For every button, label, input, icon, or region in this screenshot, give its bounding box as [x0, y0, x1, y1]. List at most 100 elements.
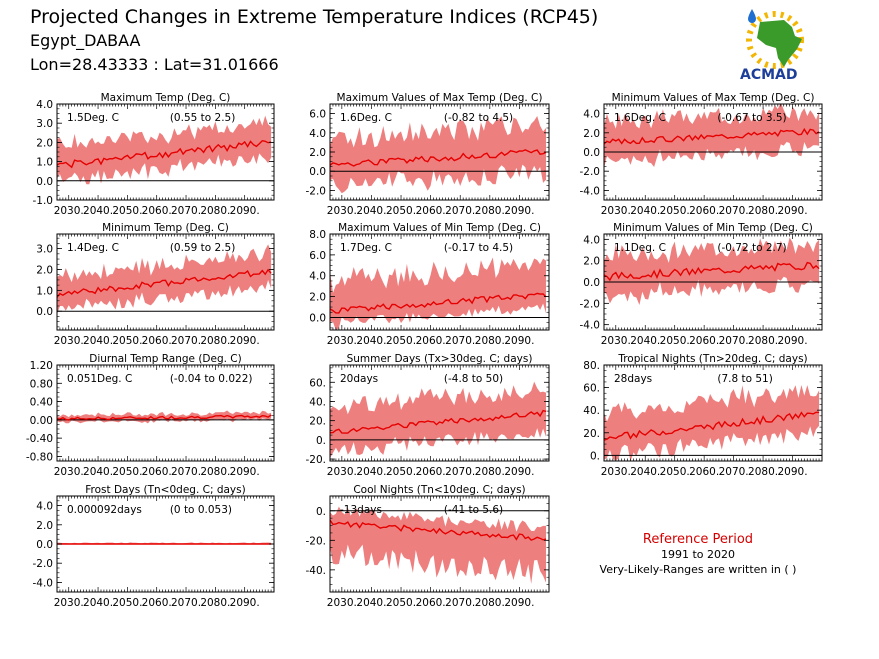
- median-change-label: 0.051Deg. C: [67, 373, 132, 385]
- x-tick-label: 2030.: [327, 335, 357, 347]
- x-tick-label: 2070.: [445, 335, 475, 347]
- panel-title: Minimum Values of Min Temp (Deg. C): [613, 222, 813, 234]
- y-tick-label: 4.0: [36, 501, 53, 513]
- median-line: [604, 261, 820, 282]
- x-tick-label: 2070.: [445, 466, 475, 478]
- median-change-label: 1.6Deg. C: [340, 112, 392, 124]
- y-tick-label: -20.: [306, 454, 327, 466]
- panel-title: Minimum Values of Max Temp (Deg. C): [612, 92, 815, 104]
- median-change-label: 1.7Deg. C: [340, 242, 392, 254]
- chart-panel: 2030. 2040. 2050. 2060. 2070. 2080. 2090. 1.20 0…: [26, 353, 275, 478]
- panel-title: Maximum Temp (Deg. C): [101, 92, 231, 104]
- africa-map-icon: [757, 20, 802, 67]
- x-tick-label: 2080.: [475, 597, 505, 609]
- x-tick-label: 2090.: [504, 466, 534, 478]
- chart-panel: 2030. 2040. 2050. 2060. 2070. 2080. 2090. 4.0 2.…: [33, 484, 275, 609]
- y-tick-label: 1.0: [36, 157, 53, 169]
- median-change-label: -13days: [340, 504, 382, 516]
- x-tick-label: 2040.: [356, 466, 386, 478]
- x-tick-label: 2050.: [660, 205, 690, 217]
- x-tick-label: 2060.: [689, 466, 719, 478]
- y-tick-label: 0.0: [583, 277, 600, 289]
- median-change-label: 0.000092days: [67, 504, 142, 516]
- y-tick-label: 6.0: [309, 250, 326, 262]
- panel-title: Tropical Nights (Tn>20deg. C; days): [617, 353, 807, 365]
- x-tick-label: 2090.: [778, 466, 808, 478]
- reference-years: 1991 to 2020: [661, 548, 735, 561]
- median-change-label: 1.1Deg. C: [614, 242, 666, 254]
- median-change-label: 1.4Deg. C: [67, 242, 119, 254]
- y-tick-label: 0.0: [36, 539, 53, 551]
- likely-range-label: (-41 to 5.6): [444, 504, 503, 516]
- x-tick-label: 2030.: [54, 205, 84, 217]
- x-tick-label: 2030.: [54, 335, 84, 347]
- y-tick-label: 60.: [309, 377, 326, 389]
- panel-title: Maximum Values of Max Temp (Deg. C): [337, 92, 543, 104]
- x-tick-label: 2090.: [778, 205, 808, 217]
- y-tick-label: 4.0: [583, 234, 600, 246]
- x-tick-label: 2080.: [200, 597, 230, 609]
- x-tick-label: 2070.: [171, 597, 201, 609]
- panel-title: Summer Days (Tx>30deg. C; days): [347, 353, 533, 365]
- y-tick-label: 4.0: [309, 271, 326, 283]
- x-tick-label: 2050.: [660, 335, 690, 347]
- x-tick-label: 2050.: [386, 466, 416, 478]
- median-change-label: 28days: [614, 373, 652, 385]
- chart-panel: 2030. 2040. 2050. 2060. 2070. 2080. 2090. 80. 60…: [583, 353, 823, 478]
- x-tick-label: 2070.: [719, 466, 749, 478]
- logo-text: ACMAD: [740, 67, 798, 83]
- median-line: [604, 127, 820, 145]
- y-tick-label: 4.0: [583, 109, 600, 121]
- y-tick-label: -40.: [306, 565, 327, 577]
- chart-panel: 2030. 2040. 2050. 2060. 2070. 2080. 2090. 4.0 2.…: [580, 92, 823, 217]
- x-tick-label: 2080.: [475, 205, 505, 217]
- y-tick-label: 40.: [583, 405, 600, 417]
- y-tick-label: 2.0: [36, 137, 53, 149]
- x-tick-label: 2030.: [54, 597, 84, 609]
- y-tick-label: -2.0: [580, 298, 601, 310]
- y-tick-label: 0.: [590, 450, 600, 462]
- x-tick-label: 2080.: [748, 466, 778, 478]
- chart-panel: 2030. 2040. 2050. 2060. 2070. 2080. 2090. 0. -20…: [306, 484, 550, 609]
- likely-range-label: (0 to 0.053): [170, 504, 232, 516]
- x-tick-label: 2070.: [171, 205, 201, 217]
- panel-title: Cool Nights (Tn<10deg. C; days): [353, 484, 525, 496]
- median-line: [57, 414, 272, 421]
- y-tick-label: 20.: [309, 416, 326, 428]
- x-tick-label: 2060.: [689, 205, 719, 217]
- likely-range-label: (-0.04 to 0.022): [170, 373, 253, 385]
- y-tick-label: 1.20: [30, 360, 53, 372]
- y-tick-label: 0.0: [583, 147, 600, 159]
- x-tick-label: 2080.: [748, 335, 778, 347]
- uncertainty-band: [330, 506, 546, 584]
- likely-range-label: (-0.17 to 4.5): [444, 242, 513, 254]
- uncertainty-band: [330, 257, 546, 330]
- x-tick-label: 2060.: [416, 597, 446, 609]
- y-tick-label: 0.0: [309, 166, 326, 178]
- y-tick-label: 6.0: [309, 109, 326, 121]
- x-tick-label: 2050.: [386, 205, 416, 217]
- x-tick-label: 2060.: [142, 205, 172, 217]
- panels-container: 2030. 2040. 2050. 2060. 2070. 2080. 2090.4.03.…: [26, 92, 823, 609]
- x-tick-label: 2070.: [445, 597, 475, 609]
- x-tick-label: 2080.: [475, 466, 505, 478]
- likely-range-label: (-0.67 to 3.5): [717, 112, 786, 124]
- chart-panel: 2030. 2040. 2050. 2060. 2070. 2080. 2090. 8.0 6.…: [309, 222, 550, 347]
- x-tick-label: 2050.: [386, 597, 416, 609]
- likely-range-label: (0.59 to 2.5): [170, 242, 236, 254]
- y-tick-label: 20.: [583, 428, 600, 440]
- y-tick-label: -1.0: [33, 195, 54, 207]
- y-tick-label: -2.0: [306, 185, 327, 197]
- x-tick-label: 2040.: [356, 205, 386, 217]
- y-tick-label: 0.0: [36, 306, 53, 318]
- page-title: Projected Changes in Extreme Temperature…: [30, 6, 598, 28]
- y-tick-label: 0.0: [36, 176, 53, 188]
- median-line: [330, 519, 547, 541]
- station-name: Egypt_DABAA: [30, 31, 141, 51]
- x-tick-label: 2040.: [356, 597, 386, 609]
- y-tick-label: -4.0: [580, 185, 601, 197]
- y-tick-label: 4.0: [309, 128, 326, 140]
- chart-panel: 2030. 2040. 2050. 2060. 2070. 2080. 2090. 60. 40…: [306, 353, 550, 478]
- x-tick-label: 2040.: [83, 335, 113, 347]
